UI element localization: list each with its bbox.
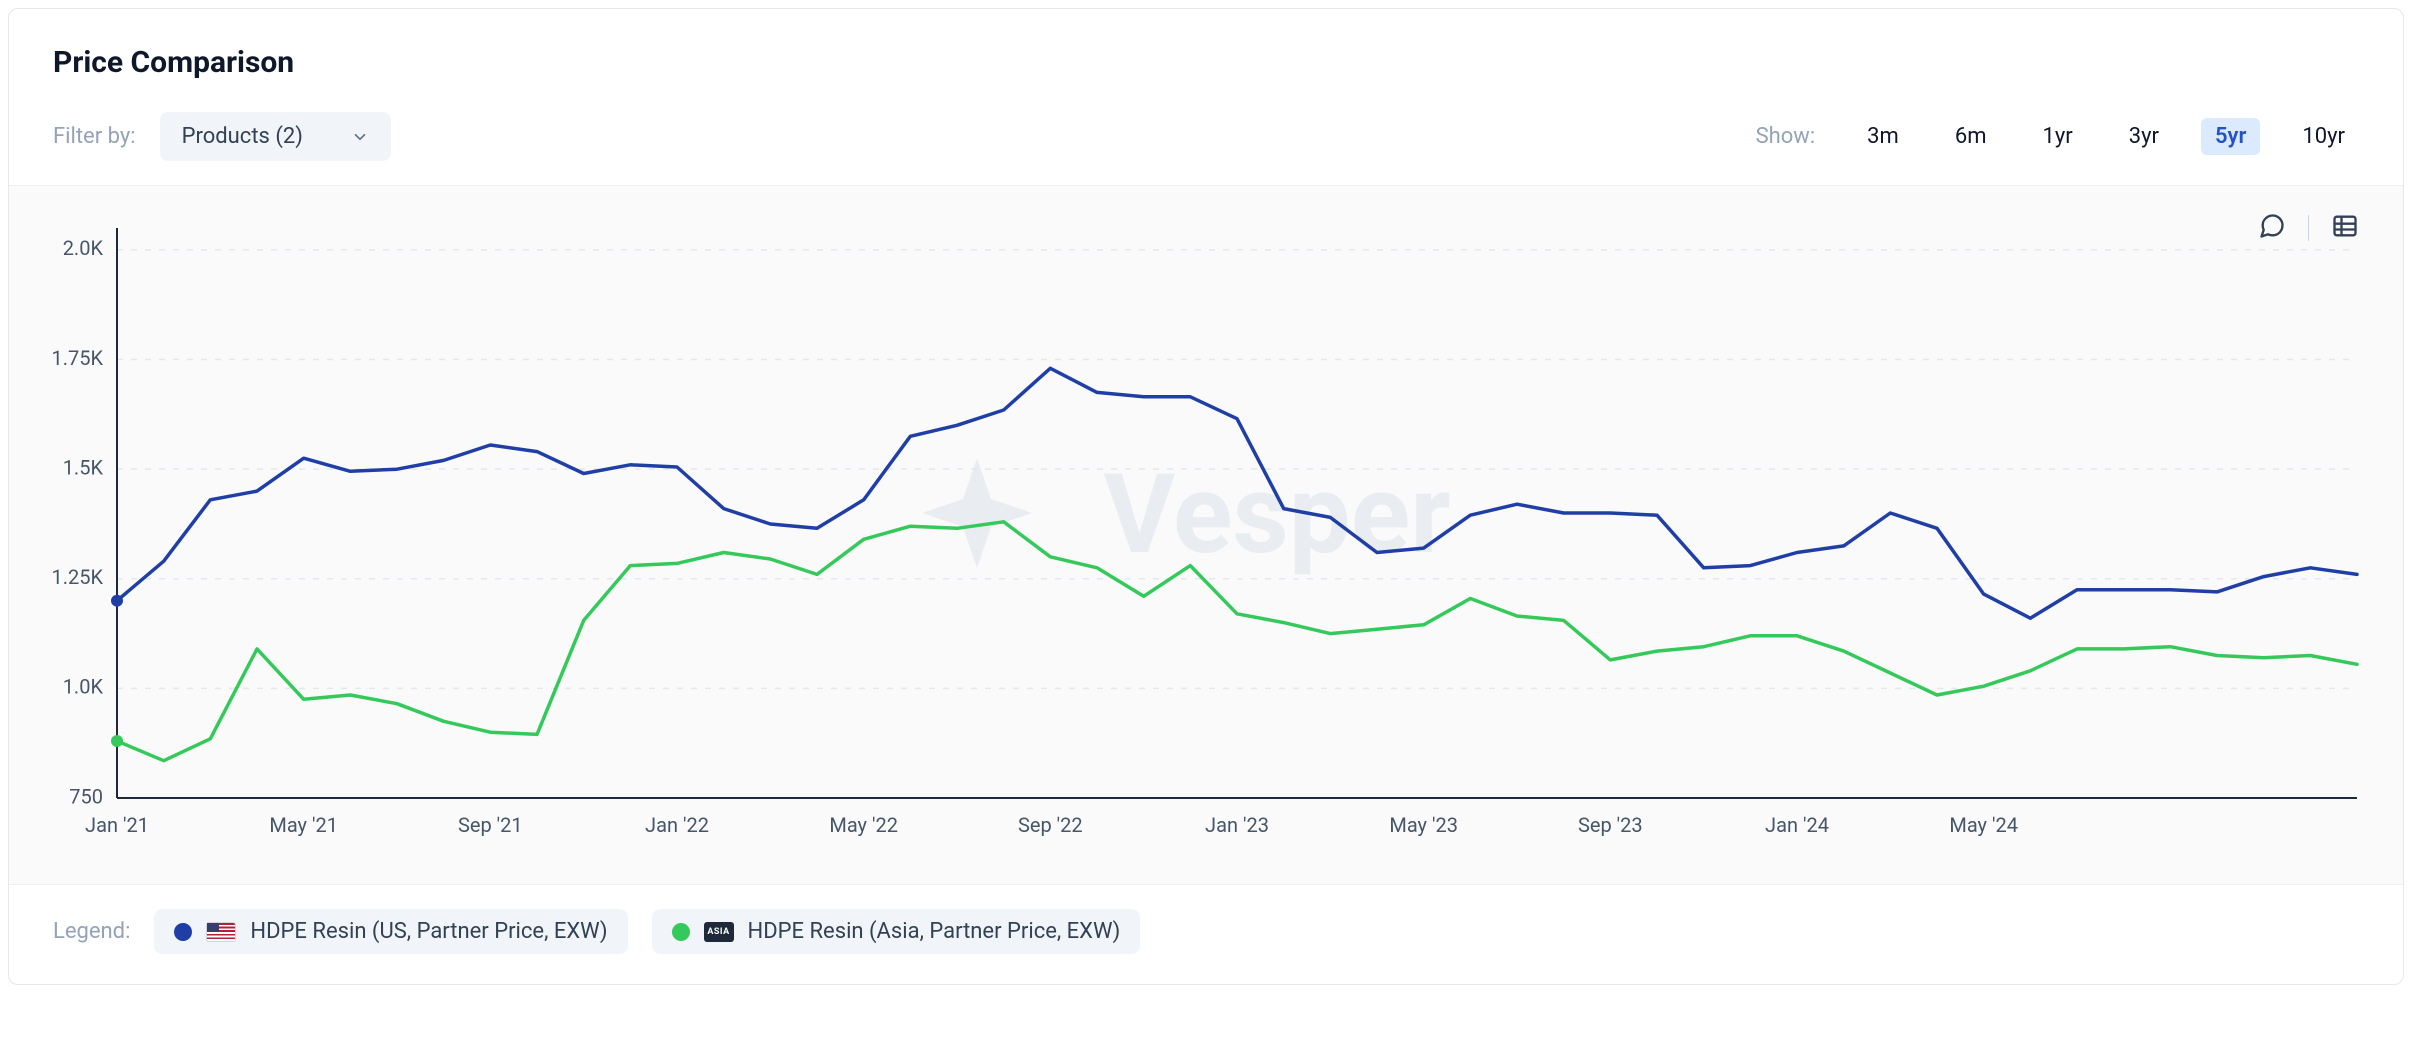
table-view-button[interactable] <box>2327 208 2363 248</box>
price-comparison-card: Price Comparison Filter by: Products (2)… <box>8 8 2404 985</box>
svg-text:May '21: May '21 <box>269 813 338 837</box>
legend-dot-asia <box>672 923 690 941</box>
legend-item-us[interactable]: HDPE Resin (US, Partner Price, EXW) <box>154 909 627 954</box>
svg-text:May '23: May '23 <box>1389 813 1458 837</box>
page-title: Price Comparison <box>53 45 2359 80</box>
svg-text:Sep '22: Sep '22 <box>1018 813 1083 837</box>
filter-label: Filter by: <box>53 124 136 149</box>
svg-text:Jan '23: Jan '23 <box>1205 813 1269 837</box>
chevron-down-icon <box>351 128 369 146</box>
svg-text:May '24: May '24 <box>1949 813 2018 837</box>
chart-actions <box>2254 208 2363 248</box>
range-1yr[interactable]: 1yr <box>2029 118 2087 155</box>
legend-text-asia: HDPE Resin (Asia, Partner Price, EXW) <box>748 919 1121 944</box>
legend-item-asia[interactable]: ASIA HDPE Resin (Asia, Partner Price, EX… <box>652 909 1141 954</box>
range-label: Show: <box>1756 124 1816 149</box>
legend-text-us: HDPE Resin (US, Partner Price, EXW) <box>250 919 607 944</box>
svg-text:750: 750 <box>69 784 103 808</box>
svg-text:Sep '23: Sep '23 <box>1578 813 1643 837</box>
range-3m[interactable]: 3m <box>1853 118 1913 155</box>
svg-text:1.25K: 1.25K <box>51 565 103 589</box>
comment-icon <box>2258 212 2286 240</box>
svg-text:2.0K: 2.0K <box>63 236 104 260</box>
legend: Legend: HDPE Resin (US, Partner Price, E… <box>9 885 2403 984</box>
range-3yr[interactable]: 3yr <box>2115 118 2173 155</box>
controls-row: Filter by: Products (2) Show: 3m 6m 1yr … <box>9 98 2403 185</box>
us-flag-icon <box>206 922 236 942</box>
svg-text:1.5K: 1.5K <box>63 455 104 479</box>
svg-text:1.75K: 1.75K <box>51 346 103 370</box>
svg-text:Sep '21: Sep '21 <box>458 813 523 837</box>
products-dropdown[interactable]: Products (2) <box>160 112 391 161</box>
products-dropdown-label: Products (2) <box>182 124 303 149</box>
line-chart: Vesper7501.0K1.25K1.5K1.75K2.0KJan '21Ma… <box>37 208 2377 858</box>
legend-label: Legend: <box>53 919 130 944</box>
action-separator <box>2308 215 2309 241</box>
svg-text:Jan '21: Jan '21 <box>85 813 149 837</box>
header: Price Comparison <box>9 9 2403 98</box>
range-5yr[interactable]: 5yr <box>2201 118 2260 155</box>
range-selector: Show: 3m 6m 1yr 3yr 5yr 10yr <box>1756 118 2359 155</box>
filter-group: Filter by: Products (2) <box>53 112 391 161</box>
svg-text:Jan '24: Jan '24 <box>1765 813 1829 837</box>
table-icon <box>2331 212 2359 240</box>
svg-text:May '22: May '22 <box>829 813 898 837</box>
comment-button[interactable] <box>2254 208 2290 248</box>
svg-text:Jan '22: Jan '22 <box>645 813 709 837</box>
chart-container: Vesper7501.0K1.25K1.5K1.75K2.0KJan '21Ma… <box>9 185 2403 885</box>
legend-dot-us <box>174 923 192 941</box>
asia-flag-icon: ASIA <box>704 922 734 942</box>
svg-text:1.0K: 1.0K <box>63 675 104 699</box>
range-6m[interactable]: 6m <box>1941 118 2001 155</box>
range-10yr[interactable]: 10yr <box>2288 118 2359 155</box>
